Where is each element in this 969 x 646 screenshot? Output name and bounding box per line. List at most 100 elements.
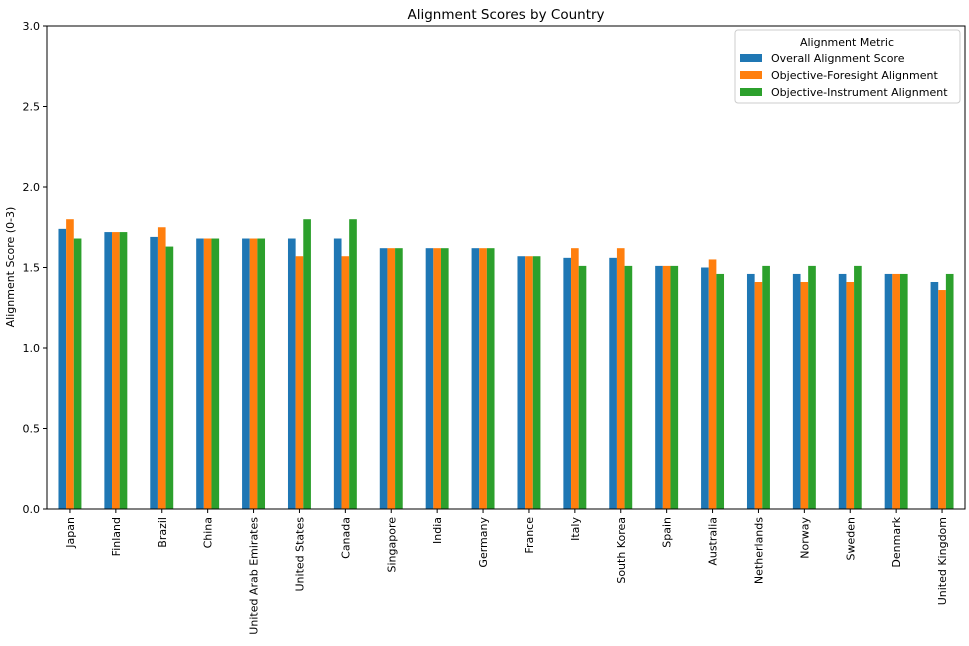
bar-objective-foresight-alignment-finland (112, 232, 120, 509)
x-tick-label: Norway (798, 517, 811, 559)
x-tick-label: United States (293, 517, 306, 592)
bar-overall-alignment-score-norway (792, 273, 801, 509)
bar-objective-instrument-alignment-united-kingdom (945, 273, 954, 509)
bar-objective-foresight-alignment-spain (662, 265, 671, 509)
y-tick-label: 3.0 (23, 20, 41, 33)
y-axis-label: Alignment Score (0-3) (4, 207, 17, 328)
bar-overall-alignment-score-united-arab-emirates (242, 238, 250, 509)
bar-objective-instrument-alignment-brazil (165, 246, 174, 509)
bar-objective-foresight-alignment-brazil (157, 227, 166, 509)
bar-objective-foresight-alignment-norway (800, 281, 809, 509)
bar-objective-foresight-alignment-germany (479, 248, 487, 509)
bar-objective-foresight-alignment-sweden (846, 281, 855, 509)
bar-objective-instrument-alignment-finland (119, 232, 128, 509)
bar-objective-instrument-alignment-italy (578, 265, 587, 509)
bar-objective-foresight-alignment-united-states (295, 256, 304, 509)
bar-objective-instrument-alignment-germany (486, 248, 495, 509)
bar-objective-instrument-alignment-india (440, 248, 449, 509)
bar-overall-alignment-score-china (196, 238, 204, 509)
bar-objective-foresight-alignment-italy (571, 248, 579, 509)
x-tick-label: Spain (661, 517, 674, 548)
plot-frame (46, 25, 966, 510)
legend-title: Alignment Metric (800, 36, 894, 49)
bar-objective-instrument-alignment-denmark (899, 273, 908, 509)
x-tick-label: Germany (477, 517, 490, 568)
legend-swatch (740, 54, 762, 62)
bar-objective-foresight-alignment-australia (708, 259, 717, 509)
x-tick-label: China (202, 517, 215, 548)
y-tick-label: 0.0 (23, 503, 41, 516)
bar-objective-instrument-alignment-united-states (303, 219, 311, 509)
bar-overall-alignment-score-brazil (150, 236, 158, 509)
y-tick-label: 1.0 (23, 342, 41, 355)
x-tick-label: Netherlands (752, 517, 765, 584)
bar-objective-foresight-alignment-united-arab-emirates (249, 238, 258, 509)
legend-swatch (740, 88, 762, 96)
bar-objective-foresight-alignment-denmark (892, 273, 900, 509)
legend-entry: Objective-Instrument Alignment (771, 86, 948, 99)
x-tick-label: Canada (339, 517, 352, 559)
bar-objective-instrument-alignment-canada (349, 219, 357, 509)
bar-overall-alignment-score-australia (701, 267, 709, 509)
legend-swatch (740, 71, 762, 79)
y-tick-label: 2.5 (23, 101, 41, 114)
x-tick-label: Singapore (385, 517, 398, 573)
x-tick-label: Australia (707, 517, 720, 566)
bar-overall-alignment-score-finland (104, 232, 113, 509)
y-tick-label: 2.0 (23, 181, 41, 194)
bar-objective-instrument-alignment-spain (670, 265, 679, 509)
bar-objective-foresight-alignment-india (433, 248, 441, 509)
bar-objective-foresight-alignment-china (203, 238, 212, 509)
bar-objective-instrument-alignment-south-korea (624, 265, 633, 509)
bar-objective-foresight-alignment-japan (66, 219, 74, 509)
bar-objective-instrument-alignment-singapore (395, 248, 403, 509)
bar-objective-foresight-alignment-canada (341, 256, 350, 509)
chart-title: Alignment Scores by Country (407, 7, 604, 23)
bar-overall-alignment-score-canada (333, 238, 342, 509)
bar-objective-instrument-alignment-china (211, 238, 220, 509)
bar-objective-instrument-alignment-netherlands (762, 265, 770, 509)
x-tick-label: Denmark (890, 516, 903, 567)
bar-objective-instrument-alignment-australia (716, 273, 725, 509)
x-tick-label: Sweden (844, 517, 857, 560)
bar-overall-alignment-score-spain (655, 265, 663, 509)
bar-objective-instrument-alignment-norway (808, 265, 816, 509)
x-tick-label: Finland (110, 517, 123, 556)
x-tick-label: South Korea (615, 517, 628, 584)
x-tick-label: United Kingdom (936, 517, 949, 605)
legend-entry: Overall Alignment Score (771, 52, 905, 65)
x-tick-label: France (523, 517, 536, 554)
x-tick-label: Japan (64, 517, 77, 549)
bar-overall-alignment-score-italy (563, 257, 572, 509)
bar-overall-alignment-score-india (425, 248, 434, 509)
bar-objective-foresight-alignment-france (525, 256, 533, 509)
y-tick-label: 0.5 (23, 423, 41, 436)
legend-entry: Objective-Foresight Alignment (771, 69, 938, 82)
bar-overall-alignment-score-denmark (884, 273, 893, 509)
legend-box (734, 29, 961, 104)
x-tick-label: India (431, 517, 444, 544)
bar-objective-foresight-alignment-south-korea (616, 248, 625, 509)
bar-overall-alignment-score-netherlands (746, 273, 755, 509)
bar-objective-instrument-alignment-united-arab-emirates (257, 238, 266, 509)
bar-overall-alignment-score-south-korea (609, 257, 617, 509)
bar-objective-foresight-alignment-singapore (387, 248, 396, 509)
bar-objective-foresight-alignment-netherlands (754, 281, 763, 509)
bar-objective-instrument-alignment-france (532, 256, 541, 509)
bar-overall-alignment-score-sweden (838, 273, 847, 509)
bar-overall-alignment-score-japan (58, 228, 67, 510)
bar-overall-alignment-score-singapore (379, 248, 388, 509)
bar-overall-alignment-score-germany (471, 248, 480, 509)
bar-objective-foresight-alignment-united-kingdom (938, 290, 946, 509)
bar-objective-instrument-alignment-japan (73, 238, 82, 509)
bar-objective-instrument-alignment-sweden (854, 265, 862, 509)
bar-overall-alignment-score-united-states (287, 238, 296, 509)
x-tick-label: Italy (569, 517, 582, 541)
bar-overall-alignment-score-united-kingdom (930, 281, 939, 509)
bar-overall-alignment-score-france (517, 256, 526, 509)
legend: Alignment Metric Overall Alignment Score… (734, 29, 961, 104)
x-tick-label: United Arab Emirates (248, 517, 261, 635)
y-tick-label: 1.5 (23, 262, 41, 275)
x-tick-label: Brazil (156, 517, 169, 548)
